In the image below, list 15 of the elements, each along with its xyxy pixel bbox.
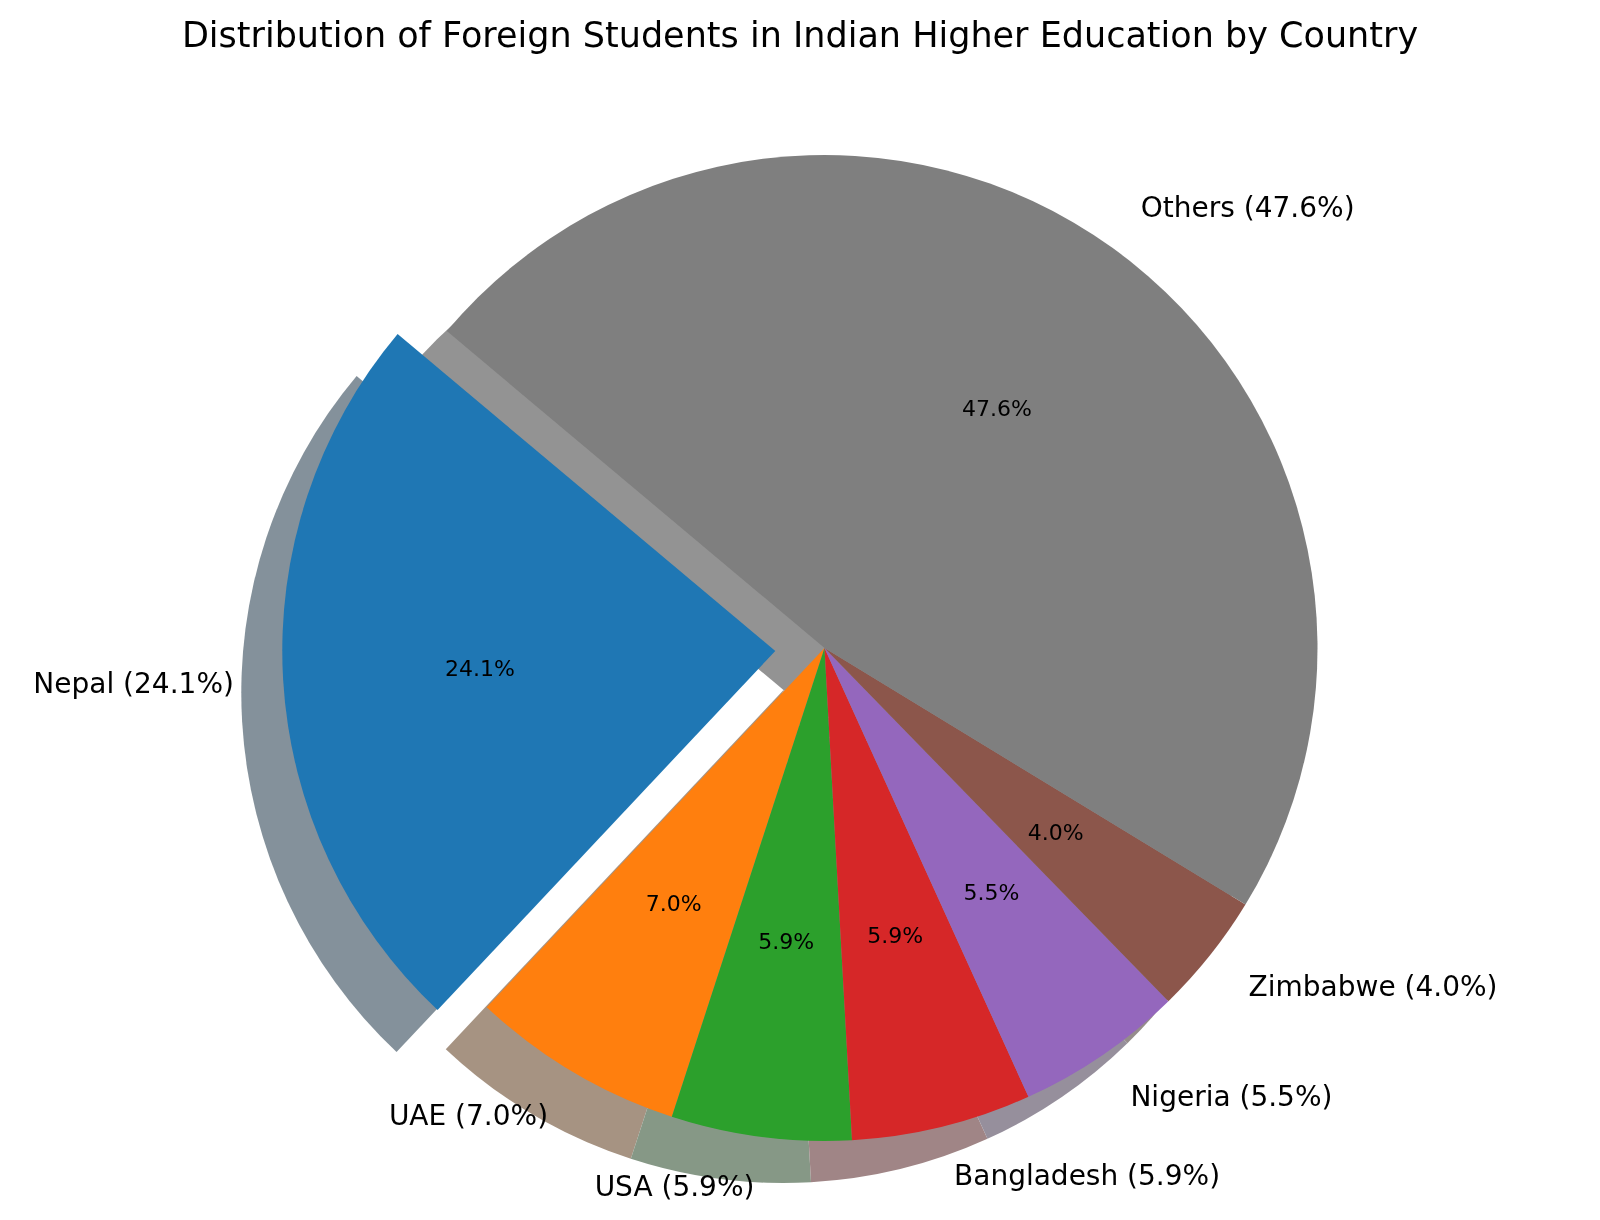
slice-label: USA (5.9%) xyxy=(594,1169,755,1203)
slice-label: Zimbabwe (4.0%) xyxy=(1248,969,1498,1003)
slice-label: Others (47.6%) xyxy=(1140,191,1355,224)
chart-title: Distribution of Foreign Students in Indian Higher Education by Country xyxy=(181,15,1419,55)
data-label: 4.0% xyxy=(1027,819,1084,845)
slice-label: Nigeria (5.5%) xyxy=(1130,1079,1333,1113)
slice-label: Nepal (24.1%) xyxy=(33,666,234,700)
data-label: 5.9% xyxy=(867,922,924,948)
data-label: 5.5% xyxy=(963,879,1020,905)
data-label: 47.6% xyxy=(962,395,1032,421)
data-label: 7.0% xyxy=(645,890,702,915)
data-label: 5.9% xyxy=(758,928,815,954)
slice-label: Bangladesh (5.9%) xyxy=(954,1158,1221,1192)
data-label: 24.1% xyxy=(445,655,515,681)
slice-label: UAE (7.0%) xyxy=(388,1098,549,1132)
